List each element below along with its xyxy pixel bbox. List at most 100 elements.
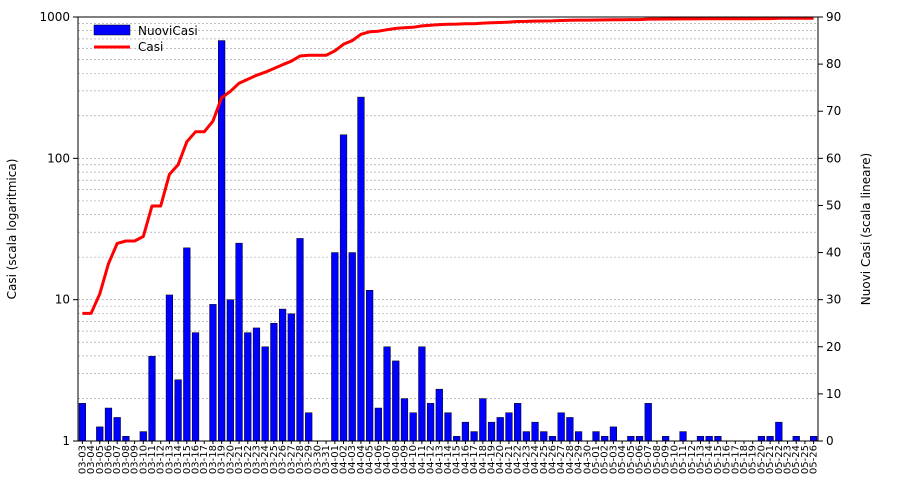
bar [374, 407, 382, 442]
right-tick-label: 30 [826, 293, 841, 307]
bar [522, 431, 530, 442]
x-tick-label: 03-27 [286, 445, 297, 474]
bar [392, 360, 400, 442]
x-tick-label: 04-27 [556, 445, 567, 474]
x-tick-label: 04-08 [391, 445, 402, 474]
x-tick-label: 03-30 [312, 445, 323, 474]
x-tick-label: 05-13 [695, 445, 706, 474]
bar [662, 436, 670, 442]
x-tick-label: 04-19 [487, 445, 498, 474]
x-tick-label: 05-23 [783, 445, 794, 474]
bar [104, 407, 113, 442]
x-tick-label: 05-10 [669, 445, 680, 474]
bar [244, 332, 252, 442]
bar [122, 436, 130, 442]
bar [435, 388, 443, 442]
x-tick-label: 04-04 [356, 445, 367, 474]
bar [418, 346, 426, 442]
bar [601, 436, 609, 442]
x-tick-label: 03-29 [304, 445, 315, 474]
x-tick-label: 03-10 [138, 445, 149, 474]
bar [331, 252, 339, 442]
x-tick-label: 05-22 [774, 445, 785, 474]
x-tick-label: 03-24 [260, 445, 271, 474]
x-tick-label: 05-07 [643, 445, 654, 474]
bar [366, 289, 374, 442]
bar [113, 417, 121, 442]
bar [183, 247, 191, 442]
bar [261, 346, 269, 442]
bar [714, 436, 722, 442]
x-tick-label: 03-19 [217, 445, 228, 474]
legend-label-casi: Casi [138, 40, 163, 54]
bar [305, 412, 313, 442]
right-tick-label: 80 [826, 57, 841, 71]
x-tick-label: 04-29 [574, 445, 585, 474]
x-tick-label: 04-14 [443, 445, 454, 474]
bar [766, 436, 774, 442]
x-axis-ticks: 03-0303-0403-0503-0603-0703-0803-0903-10… [77, 441, 820, 474]
bar [514, 403, 522, 442]
x-tick-label: 04-20 [495, 445, 506, 474]
bar [470, 431, 478, 442]
bar [278, 308, 287, 442]
x-tick-label: 05-06 [635, 445, 646, 474]
legend-label-nuovicasi: NuoviCasi [138, 24, 198, 38]
bar [810, 436, 818, 442]
bar [548, 436, 557, 442]
x-tick-label: 03-07 [112, 445, 123, 474]
right-axis-label: Nuovi Casi (scala lineare) [859, 153, 873, 305]
x-tick-label: 03-20 [225, 445, 236, 474]
bar [775, 421, 783, 442]
bar [226, 299, 234, 442]
bar [453, 436, 461, 442]
bar [627, 436, 635, 442]
x-tick-label: 05-15 [713, 445, 724, 474]
x-tick-label: 04-05 [365, 445, 376, 474]
bar [531, 421, 539, 442]
x-tick-label: 04-23 [521, 445, 532, 474]
x-tick-label: 04-15 [452, 445, 463, 474]
x-tick-label: 03-31 [321, 445, 332, 474]
bar [139, 431, 147, 442]
bar [496, 417, 504, 442]
x-tick-label: 05-03 [608, 445, 619, 474]
x-tick-label: 03-08 [121, 445, 132, 474]
x-tick-label: 03-26 [278, 445, 289, 474]
bar [592, 431, 600, 442]
x-tick-label: 04-02 [339, 445, 350, 474]
x-tick-label: 05-02 [600, 445, 611, 474]
bar [487, 421, 496, 442]
x-tick-label: 05-12 [687, 445, 698, 474]
x-tick-label: 03-05 [95, 445, 106, 474]
grid-lines [78, 23, 818, 399]
bar [165, 294, 174, 442]
bar [696, 436, 705, 442]
bar [635, 436, 644, 442]
x-tick-label: 04-28 [565, 445, 576, 474]
right-axis-ticks: 0 10 20 30 40 50 60 70 80 90 [818, 10, 841, 448]
right-tick-label: 70 [826, 104, 841, 118]
bar [252, 327, 261, 442]
right-tick-label: 20 [826, 340, 841, 354]
bar [757, 436, 766, 442]
x-tick-label: 03-12 [156, 445, 167, 474]
right-tick-label: 10 [826, 387, 841, 401]
bar [148, 355, 156, 442]
right-tick-label: 0 [826, 434, 834, 448]
x-tick-label: 03-11 [147, 445, 158, 474]
x-tick-label: 04-25 [539, 445, 550, 474]
bar [426, 403, 435, 442]
x-tick-label: 04-22 [513, 445, 524, 474]
bar [540, 431, 548, 442]
right-tick-label: 40 [826, 246, 841, 260]
bar [461, 421, 470, 442]
x-tick-label: 03-21 [234, 445, 245, 474]
x-tick-label: 03-13 [164, 445, 175, 474]
bar [444, 412, 452, 442]
x-tick-label: 03-22 [243, 445, 254, 474]
x-tick-label: 04-01 [330, 445, 341, 474]
x-tick-label: 03-28 [295, 445, 306, 474]
left-tick-label: 100 [47, 151, 70, 165]
